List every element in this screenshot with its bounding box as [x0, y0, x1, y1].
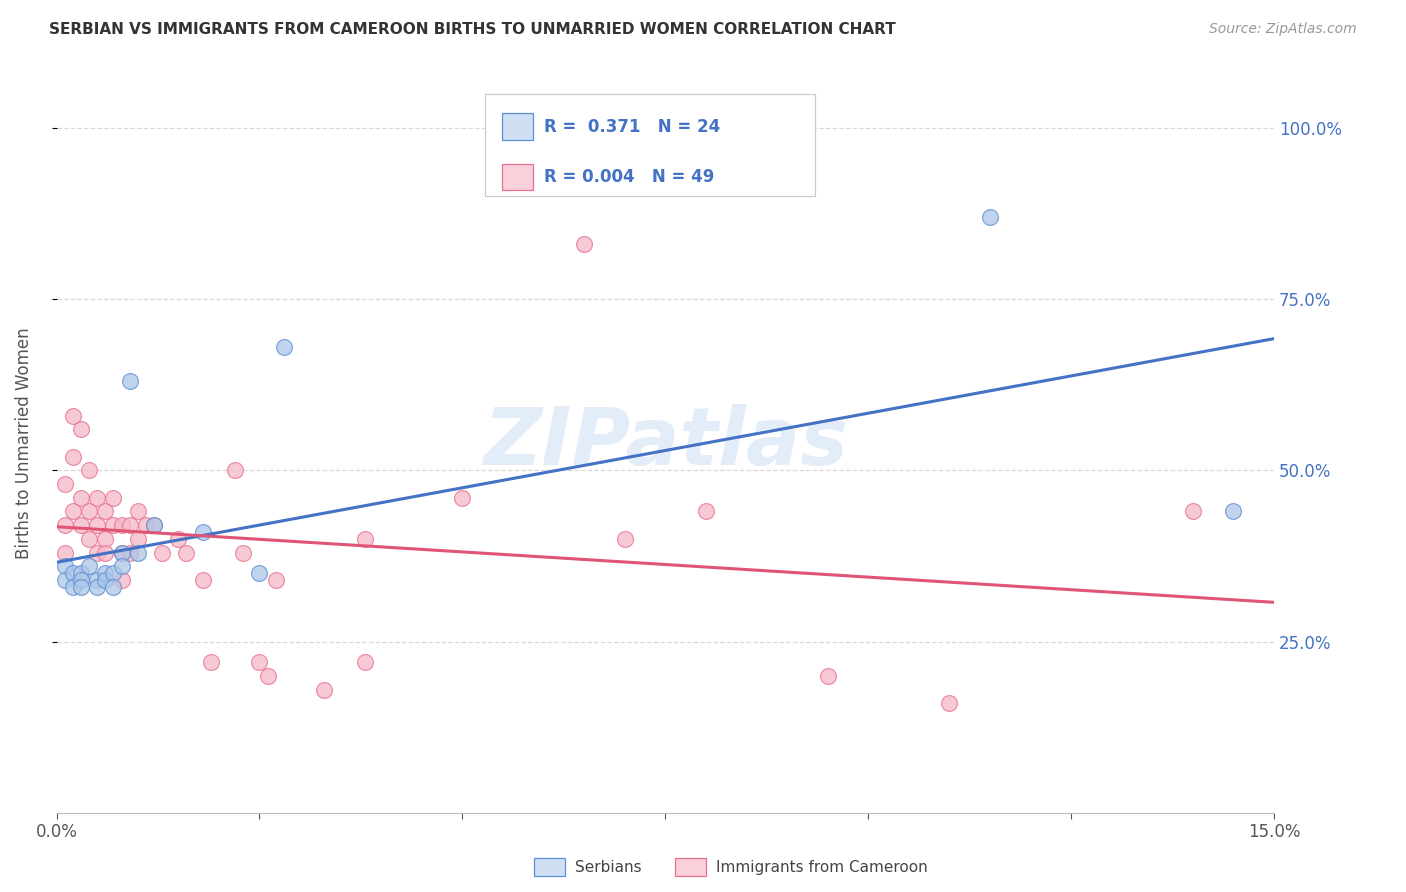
Point	[86, 573, 108, 587]
Point	[70, 573, 93, 587]
Point	[176, 545, 198, 559]
Point	[86, 580, 108, 594]
Point	[314, 682, 336, 697]
Point	[354, 532, 377, 546]
Point	[572, 237, 595, 252]
Point	[86, 518, 108, 533]
Point	[110, 545, 132, 559]
Point	[62, 566, 84, 581]
Point	[62, 580, 84, 594]
Point	[62, 504, 84, 518]
Point	[110, 559, 132, 574]
Point	[77, 559, 100, 574]
Point	[127, 545, 149, 559]
Point	[817, 669, 839, 683]
Point	[249, 566, 271, 581]
Point	[613, 532, 636, 546]
Point	[110, 573, 132, 587]
Point	[167, 532, 190, 546]
Point	[53, 477, 76, 491]
Point	[118, 374, 141, 388]
Point	[53, 559, 76, 574]
Point	[118, 518, 141, 533]
Text: Immigrants from Cameroon: Immigrants from Cameroon	[716, 860, 928, 874]
Point	[118, 545, 141, 559]
Point	[232, 545, 254, 559]
Point	[77, 532, 100, 546]
Point	[191, 524, 214, 539]
Point	[86, 491, 108, 505]
Point	[191, 573, 214, 587]
Point	[86, 545, 108, 559]
Text: SERBIAN VS IMMIGRANTS FROM CAMEROON BIRTHS TO UNMARRIED WOMEN CORRELATION CHART: SERBIAN VS IMMIGRANTS FROM CAMEROON BIRT…	[49, 22, 896, 37]
Point	[94, 545, 117, 559]
Text: ZIPatlas: ZIPatlas	[482, 404, 848, 482]
Point	[256, 669, 278, 683]
Point	[695, 504, 717, 518]
Point	[77, 463, 100, 477]
Point	[70, 422, 93, 436]
Point	[1222, 504, 1244, 518]
Point	[249, 655, 271, 669]
Point	[70, 491, 93, 505]
Point	[70, 580, 93, 594]
Point	[143, 518, 166, 533]
Point	[200, 655, 222, 669]
Point	[94, 504, 117, 518]
Point	[53, 545, 76, 559]
Point	[110, 545, 132, 559]
Point	[264, 573, 287, 587]
Point	[127, 532, 149, 546]
Point	[103, 518, 125, 533]
Text: Serbians: Serbians	[575, 860, 641, 874]
Text: R =  0.371   N = 24: R = 0.371 N = 24	[544, 118, 720, 136]
Point	[94, 566, 117, 581]
Point	[94, 532, 117, 546]
Y-axis label: Births to Unmarried Women: Births to Unmarried Women	[15, 327, 32, 558]
Point	[938, 696, 960, 710]
Point	[127, 504, 149, 518]
Point	[77, 504, 100, 518]
Point	[70, 518, 93, 533]
Point	[103, 580, 125, 594]
Point	[135, 518, 157, 533]
Point	[103, 491, 125, 505]
Point	[53, 518, 76, 533]
Point	[103, 566, 125, 581]
Point	[110, 518, 132, 533]
Point	[224, 463, 246, 477]
Point	[53, 573, 76, 587]
Point	[62, 409, 84, 423]
Point	[979, 210, 1001, 224]
Point	[451, 491, 474, 505]
Point	[70, 566, 93, 581]
Text: Source: ZipAtlas.com: Source: ZipAtlas.com	[1209, 22, 1357, 37]
Point	[1181, 504, 1204, 518]
Point	[94, 573, 117, 587]
Point	[150, 545, 173, 559]
Text: R = 0.004   N = 49: R = 0.004 N = 49	[544, 168, 714, 186]
Point	[273, 340, 295, 354]
Point	[143, 518, 166, 533]
Point	[62, 450, 84, 464]
Point	[354, 655, 377, 669]
